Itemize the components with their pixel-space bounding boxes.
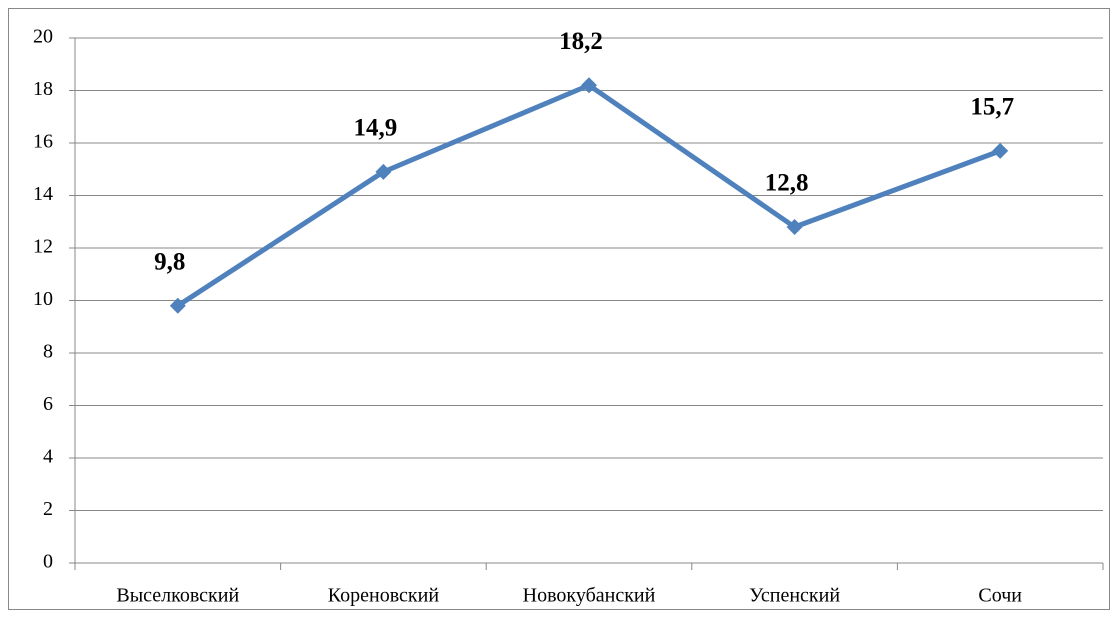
x-tick-label: Новокубанский: [523, 585, 656, 607]
x-tick-label: Кореновский: [328, 585, 440, 607]
marker: [992, 142, 1009, 159]
data-label: 12,8: [765, 170, 809, 197]
y-tick-label: 12: [33, 236, 53, 258]
y-tick-label: 18: [33, 78, 53, 100]
y-tick-label: 8: [43, 341, 53, 363]
y-tick-label: 10: [33, 288, 53, 310]
x-tick-label: Сочи: [978, 585, 1022, 607]
marker: [786, 219, 803, 235]
y-tick-label: 4: [43, 446, 53, 468]
marker: [581, 77, 597, 94]
y-tick-label: 0: [43, 551, 53, 573]
y-tick-label: 16: [33, 131, 53, 153]
x-tick-label: Выселковский: [116, 585, 239, 607]
data-label: 15,7: [970, 94, 1014, 121]
marker: [169, 297, 186, 314]
data-label: 14,9: [354, 115, 398, 142]
data-label: 18,2: [559, 28, 603, 55]
chart-border: [8, 8, 1110, 610]
y-tick-label: 20: [33, 26, 53, 48]
data-label: 9,8: [154, 248, 185, 275]
y-tick-label: 14: [33, 183, 53, 205]
x-tick-label: Успенский: [749, 585, 840, 607]
y-tick-label: 6: [43, 393, 53, 415]
y-tick-label: 2: [43, 498, 53, 520]
marker: [375, 163, 392, 180]
